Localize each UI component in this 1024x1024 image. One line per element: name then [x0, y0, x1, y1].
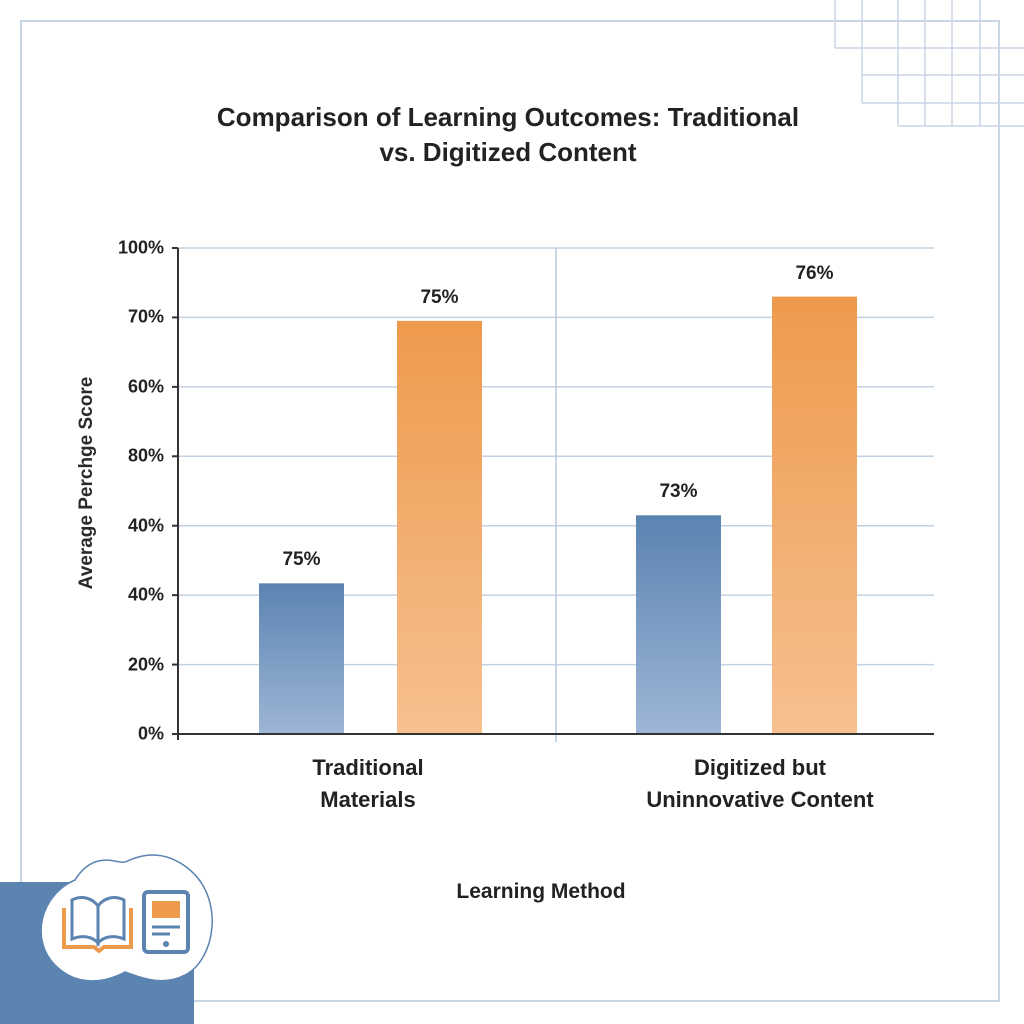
- y-tick-label: 100%: [117, 237, 164, 258]
- data-label: 75%: [282, 549, 321, 571]
- bar: [636, 515, 721, 734]
- y-tick-label: 40%: [127, 515, 164, 536]
- open-book-icon: [62, 896, 133, 954]
- y-tick-label: 60%: [127, 376, 164, 397]
- chart-title: Comparison of Learning Outcomes: Traditi…: [216, 102, 800, 167]
- data-label: 73%: [659, 481, 698, 503]
- y-tick-label: 0%: [137, 723, 164, 744]
- data-label: 76%: [795, 262, 834, 284]
- bar: [259, 583, 344, 734]
- x-axis-label: Learning Method: [456, 880, 626, 903]
- tablet-icon: [142, 890, 190, 954]
- category-label: Digitized but Uninnovative Content: [646, 755, 874, 812]
- y-axis-label: Average Perchge Score: [76, 376, 97, 590]
- y-tick-label: 40%: [127, 584, 164, 605]
- category-label: Traditional Materials: [312, 755, 424, 812]
- bar: [772, 296, 857, 734]
- data-label: 75%: [420, 286, 459, 308]
- y-tick-label: 80%: [127, 445, 164, 466]
- y-tick-label: 70%: [127, 306, 164, 327]
- y-tick-label: 20%: [127, 654, 164, 675]
- learning-icons: [40, 854, 213, 982]
- bar: [397, 320, 482, 734]
- chart-frame: [20, 20, 1000, 1002]
